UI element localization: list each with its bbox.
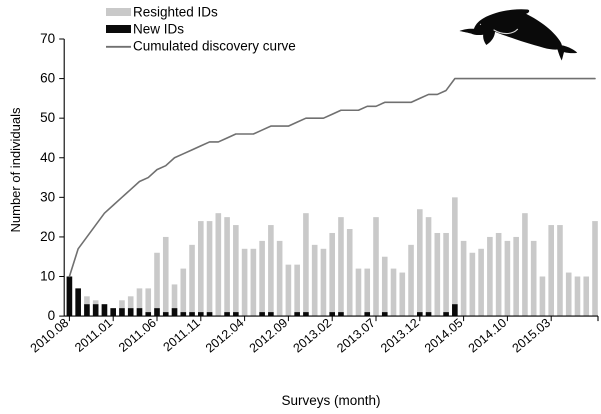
svg-text:2014.05: 2014.05 <box>422 316 466 356</box>
svg-text:Cumulated discovery curve: Cumulated discovery curve <box>133 39 296 54</box>
svg-text:New IDs: New IDs <box>133 22 184 37</box>
svg-text:2012.09: 2012.09 <box>247 316 291 356</box>
svg-text:2013.02: 2013.02 <box>291 316 335 356</box>
svg-text:2011.06: 2011.06 <box>116 316 159 355</box>
svg-text:10: 10 <box>40 269 55 284</box>
svg-text:Resighted IDs: Resighted IDs <box>133 5 218 20</box>
svg-text:2012.04: 2012.04 <box>203 316 247 356</box>
svg-text:0: 0 <box>48 308 56 323</box>
svg-text:2015.03: 2015.03 <box>510 316 554 356</box>
svg-text:50: 50 <box>40 110 55 125</box>
svg-text:2014.10: 2014.10 <box>466 316 510 356</box>
svg-text:30: 30 <box>40 189 55 204</box>
svg-text:20: 20 <box>40 229 55 244</box>
svg-text:40: 40 <box>40 150 55 165</box>
svg-text:60: 60 <box>40 71 55 86</box>
svg-text:70: 70 <box>40 31 55 46</box>
svg-text:Surveys (month): Surveys (month) <box>281 393 380 408</box>
svg-text:2013.12: 2013.12 <box>378 316 422 356</box>
svg-text:2013.07: 2013.07 <box>334 316 378 356</box>
svg-text:2011.01: 2011.01 <box>72 316 115 355</box>
svg-text:2011.11: 2011.11 <box>161 316 203 355</box>
svg-text:Number of individuals: Number of individuals <box>8 107 23 233</box>
